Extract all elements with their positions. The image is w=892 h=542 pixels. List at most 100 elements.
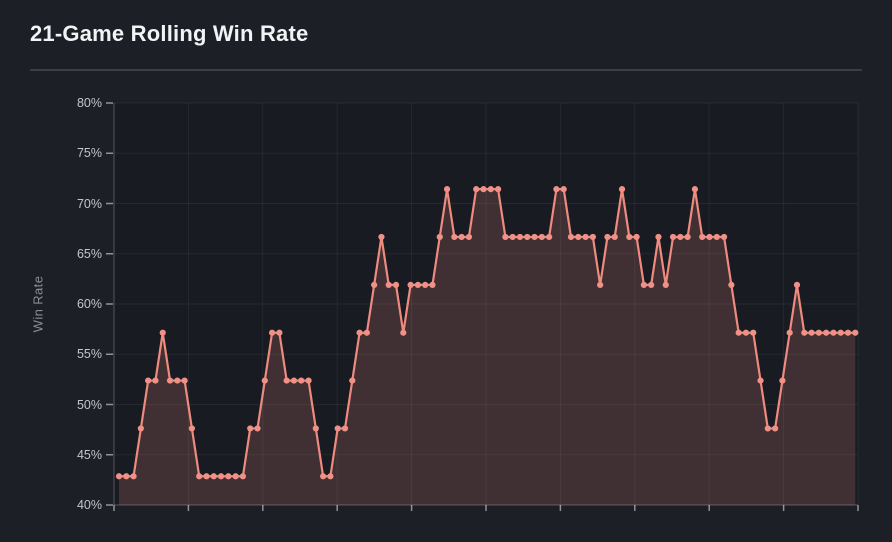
data-point-marker bbox=[188, 425, 195, 432]
data-point-marker bbox=[553, 186, 560, 193]
data-point-marker bbox=[524, 233, 531, 241]
data-point-marker bbox=[633, 233, 640, 241]
data-point-marker bbox=[443, 186, 451, 193]
data-point-marker bbox=[560, 186, 567, 193]
data-point-marker bbox=[341, 425, 349, 432]
data-point-marker bbox=[115, 473, 123, 480]
data-point-marker bbox=[852, 329, 859, 336]
y-tick-label: 80% bbox=[76, 96, 102, 110]
data-point-marker bbox=[706, 233, 713, 241]
data-point-marker bbox=[268, 329, 276, 336]
data-point-marker bbox=[371, 281, 378, 289]
data-point-marker bbox=[305, 377, 312, 384]
data-point-marker bbox=[772, 425, 779, 432]
data-point-marker bbox=[290, 377, 298, 384]
data-point-marker bbox=[575, 233, 582, 241]
data-point-marker bbox=[618, 186, 626, 193]
data-point-marker bbox=[597, 281, 604, 289]
data-point-marker bbox=[261, 377, 268, 384]
data-point-marker bbox=[407, 281, 414, 289]
data-point-marker bbox=[546, 233, 553, 241]
data-point-marker bbox=[735, 329, 742, 336]
data-point-marker bbox=[137, 425, 144, 432]
data-point-marker bbox=[166, 377, 174, 384]
data-point-marker bbox=[728, 281, 735, 289]
data-point-marker bbox=[494, 186, 502, 193]
y-tick-label: 50% bbox=[76, 397, 102, 412]
data-point-marker bbox=[247, 425, 254, 432]
data-point-marker bbox=[677, 233, 684, 241]
data-point-marker bbox=[502, 233, 509, 241]
data-point-marker bbox=[145, 377, 152, 384]
data-point-marker bbox=[465, 233, 473, 241]
data-point-marker bbox=[312, 425, 319, 432]
data-point-marker bbox=[385, 281, 392, 289]
data-point-marker bbox=[320, 473, 327, 480]
data-point-marker bbox=[750, 329, 757, 336]
data-point-marker bbox=[808, 329, 815, 336]
data-point-marker bbox=[699, 233, 706, 241]
data-point-marker bbox=[720, 233, 728, 241]
y-tick-label: 55% bbox=[76, 347, 102, 362]
data-point-marker bbox=[174, 377, 181, 384]
data-point-marker bbox=[473, 186, 480, 193]
data-point-marker bbox=[392, 281, 400, 289]
data-point-marker bbox=[648, 281, 655, 289]
data-point-marker bbox=[757, 377, 764, 384]
data-point-marker bbox=[669, 233, 677, 241]
data-point-marker bbox=[830, 329, 837, 336]
data-point-marker bbox=[662, 281, 669, 289]
data-point-marker bbox=[844, 329, 852, 336]
data-point-marker bbox=[458, 233, 465, 241]
data-point-marker bbox=[232, 473, 239, 480]
data-point-marker bbox=[159, 329, 166, 336]
data-point-marker bbox=[210, 473, 217, 480]
y-tick-label: 70% bbox=[76, 196, 102, 211]
data-point-marker bbox=[509, 233, 516, 241]
y-tick-label: 65% bbox=[76, 246, 102, 261]
data-point-marker bbox=[582, 233, 589, 241]
data-point-marker bbox=[611, 233, 618, 241]
data-point-marker bbox=[327, 473, 334, 480]
data-point-marker bbox=[349, 377, 356, 384]
data-point-marker bbox=[276, 329, 283, 336]
data-point-marker bbox=[684, 233, 691, 241]
data-point-marker bbox=[801, 329, 808, 336]
data-point-marker bbox=[786, 329, 793, 336]
data-point-marker bbox=[538, 233, 545, 241]
data-point-marker bbox=[626, 233, 633, 241]
data-point-marker bbox=[823, 329, 830, 336]
data-point-marker bbox=[422, 281, 429, 289]
data-point-marker bbox=[283, 377, 290, 384]
data-point-marker bbox=[203, 473, 210, 480]
data-point-marker bbox=[436, 233, 443, 241]
data-point-marker bbox=[196, 473, 203, 480]
data-point-marker bbox=[356, 329, 363, 336]
data-point-marker bbox=[298, 377, 305, 384]
data-point-marker bbox=[451, 233, 458, 241]
data-point-marker bbox=[334, 425, 341, 432]
data-point-marker bbox=[516, 233, 524, 241]
title-divider bbox=[30, 69, 862, 71]
data-point-marker bbox=[589, 233, 596, 241]
data-point-marker bbox=[225, 473, 232, 480]
data-point-marker bbox=[837, 329, 844, 336]
y-tick-label: 60% bbox=[76, 297, 102, 311]
data-point-marker bbox=[130, 473, 137, 480]
data-point-marker bbox=[640, 281, 647, 289]
data-point-marker bbox=[123, 473, 130, 480]
data-point-marker bbox=[815, 329, 822, 336]
data-point-marker bbox=[480, 186, 487, 193]
data-point-marker bbox=[567, 233, 575, 241]
data-point-marker bbox=[764, 425, 771, 432]
data-point-marker bbox=[429, 281, 436, 289]
data-point-marker bbox=[487, 186, 494, 193]
data-point-marker bbox=[414, 281, 421, 289]
data-point-marker bbox=[363, 329, 370, 336]
data-point-marker bbox=[378, 233, 385, 241]
data-point-marker bbox=[217, 473, 225, 480]
y-tick-label: 40% bbox=[76, 498, 102, 512]
data-point-marker bbox=[604, 233, 611, 241]
